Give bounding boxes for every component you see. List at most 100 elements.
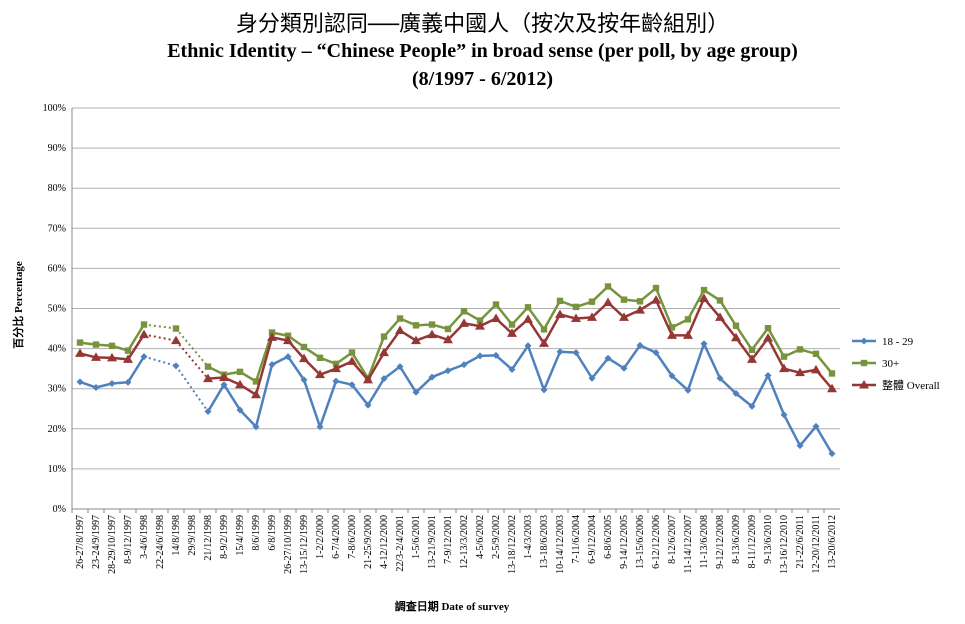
data-point (283, 335, 293, 345)
series-1 (76, 283, 836, 385)
data-point (828, 450, 836, 458)
data-point (827, 383, 837, 393)
data-point (139, 329, 149, 339)
x-tick-label: 6-7/4/2000 (331, 515, 342, 559)
data-point (748, 346, 756, 354)
x-tick-label: 8-11/12/2009 (747, 515, 758, 569)
series-0 (76, 340, 836, 458)
data-point (492, 351, 500, 359)
data-point (92, 383, 100, 391)
data-point (796, 346, 804, 353)
data-point (811, 364, 821, 374)
x-tick-label: 7-8/6/2000 (347, 515, 358, 559)
series-line-segment (734, 325, 754, 351)
data-point (348, 349, 356, 356)
legend-swatch-marker (860, 359, 868, 367)
series-line-segment (750, 327, 770, 351)
data-point (75, 348, 85, 357)
x-tick-label: 26-27/10/1999 (283, 515, 294, 574)
data-point (556, 297, 564, 305)
data-point (588, 298, 596, 305)
x-tick-label: 12-13/3/2002 (459, 515, 470, 569)
series-line-segment (574, 351, 594, 379)
x-tick-label: 21-22/6/2011 (795, 515, 806, 569)
data-point (460, 361, 468, 369)
series-line-segment (79, 380, 97, 389)
series-line-segment (542, 351, 562, 391)
data-point (347, 356, 357, 365)
chart-title: Ethnic Identity – “Chinese People” in br… (167, 40, 798, 62)
data-point (171, 335, 181, 345)
data-point (715, 312, 725, 321)
data-point (652, 349, 660, 357)
data-point (268, 361, 276, 369)
series-line-segment (814, 425, 834, 455)
data-point (524, 304, 532, 311)
y-tick-label: 40% (48, 344, 66, 355)
series-line-segment (495, 354, 513, 371)
series-line-segment (686, 297, 706, 336)
series-2 (75, 293, 837, 399)
series-line-segment (766, 327, 786, 358)
x-tick-label: 8-12/6/2007 (667, 515, 678, 564)
x-tick-label: 10-14/12/2003 (555, 515, 566, 574)
data-point (427, 329, 437, 339)
data-point (204, 408, 212, 416)
data-point (124, 347, 132, 354)
data-point (812, 350, 820, 358)
series-line-segment (239, 409, 257, 428)
data-point (76, 378, 84, 386)
data-point (107, 352, 117, 362)
data-point (236, 368, 244, 376)
data-point (459, 318, 469, 327)
data-point (252, 378, 260, 385)
data-point (507, 328, 517, 337)
series-layer (75, 283, 837, 458)
series-line-segment (447, 363, 465, 372)
series-line-segment (622, 344, 642, 369)
data-point (684, 386, 692, 394)
data-point (476, 352, 484, 360)
data-point (604, 354, 612, 362)
data-point (731, 332, 741, 342)
x-tick-label: 29/9/1998 (187, 515, 198, 556)
data-point (267, 332, 277, 341)
data-point (747, 354, 757, 363)
data-point (492, 301, 500, 308)
data-point (316, 423, 324, 431)
x-tick-label: 8-13/6/2009 (731, 515, 742, 564)
data-point (555, 309, 565, 319)
x-tick-label: 6-8/6/2005 (603, 515, 614, 559)
series-line-segment (751, 337, 769, 361)
series-line-segment (175, 365, 209, 413)
series-line-segment (766, 374, 786, 416)
series-line-segment (366, 351, 386, 381)
data-point (235, 379, 245, 389)
series-line-segment (718, 299, 738, 327)
x-axis-title: 調查日期 Date of survey (395, 599, 510, 613)
data-point (491, 313, 501, 323)
series-line-segment (782, 414, 802, 447)
series-line-segment (799, 425, 817, 447)
data-point (636, 298, 644, 305)
data-point (539, 338, 549, 347)
data-point (635, 305, 645, 314)
data-point (604, 283, 612, 290)
data-point (683, 330, 693, 339)
data-point (124, 378, 132, 386)
series-line-segment (719, 377, 737, 395)
x-tick-label: 23-24/9/1997 (91, 515, 102, 569)
data-point (92, 341, 100, 348)
y-tick-label: 10% (48, 464, 66, 475)
data-point (668, 324, 676, 331)
data-point (380, 333, 388, 340)
x-tick-label: 6-9/12/2004 (587, 515, 598, 564)
series-line-segment (126, 355, 146, 383)
data-point (716, 374, 724, 382)
data-point (252, 423, 260, 431)
x-tick-label: 13-18/6/2003 (539, 515, 550, 569)
x-tick-label: 22/3-2/4/2001 (395, 515, 406, 572)
x-tick-label: 13-15/12/1999 (299, 515, 310, 574)
y-axis-ticks: 0% 10% 20% 30% 40% 50% 60% 70% 80% 90% 100% (43, 103, 66, 515)
series-line-segment (351, 383, 369, 406)
